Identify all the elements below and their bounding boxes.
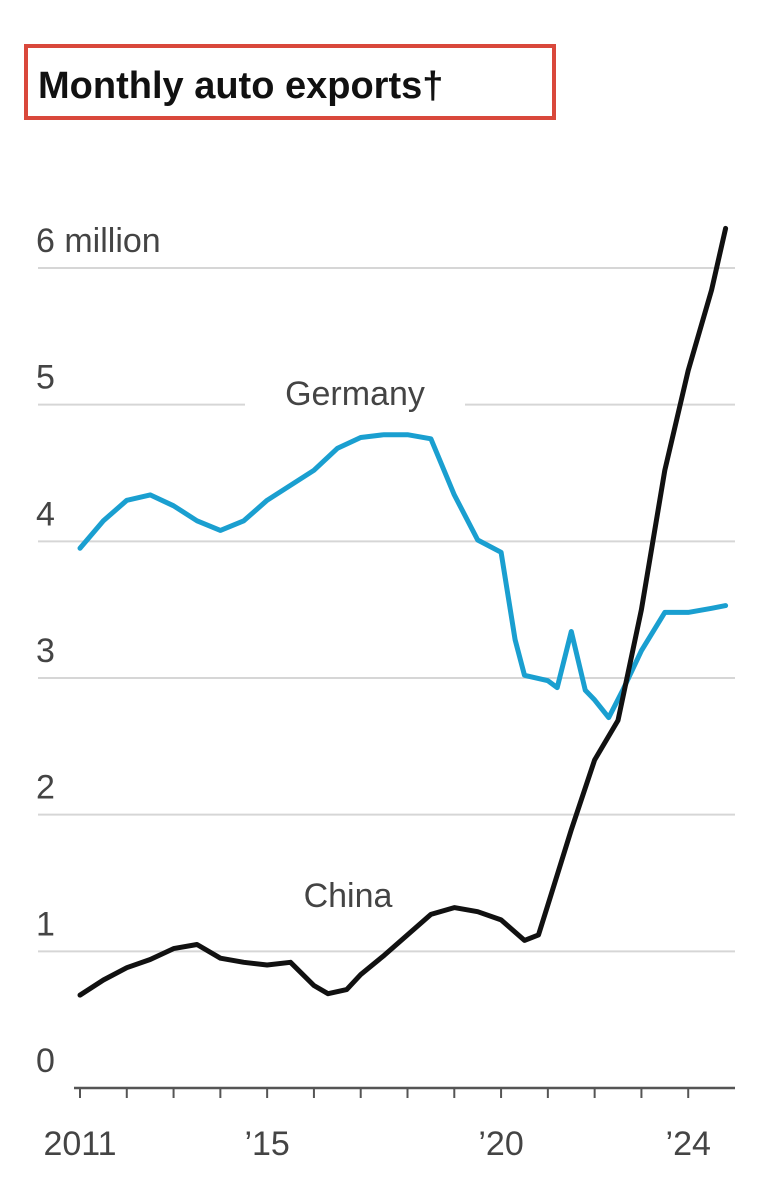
series-label: China — [304, 877, 393, 915]
series-line — [77, 225, 729, 998]
x-tick-label: ’15 — [244, 1125, 289, 1163]
series-line — [77, 432, 729, 721]
y-tick-label: 0 — [36, 1042, 55, 1080]
y-tick-label: 2 — [36, 769, 55, 807]
x-tick-label: ’24 — [666, 1125, 711, 1163]
y-tick-label: 4 — [36, 495, 55, 533]
y-tick-label: 1 — [36, 905, 55, 943]
y-tick-label: 5 — [36, 359, 55, 397]
x-tick-label: 2011 — [43, 1125, 116, 1163]
y-tick-label: 6 million — [36, 222, 161, 260]
y-tick-label: 3 — [36, 632, 55, 670]
title-box — [24, 44, 556, 120]
label-background — [245, 375, 465, 419]
series-label: Germany — [285, 375, 425, 413]
x-tick-label: ’20 — [478, 1125, 523, 1163]
chart-title: Monthly auto exports† — [38, 65, 443, 107]
